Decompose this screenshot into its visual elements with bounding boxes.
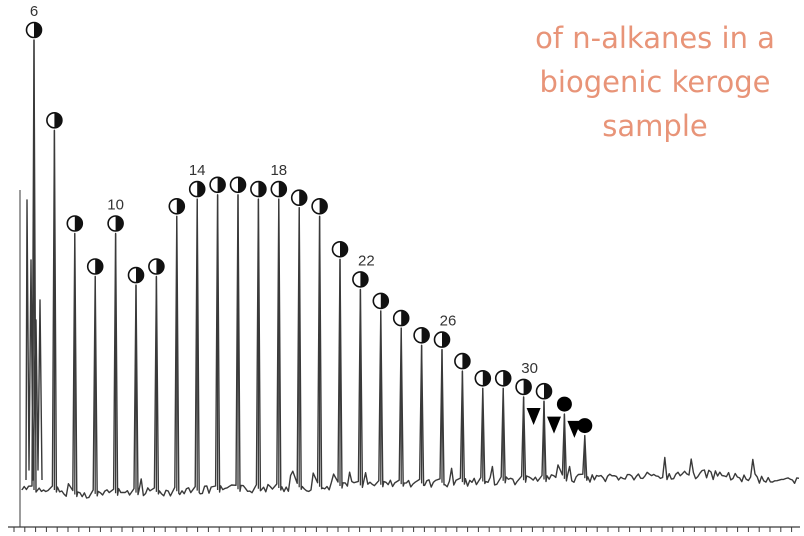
marker-triangle-c30 <box>526 408 541 425</box>
marker-half-c25 <box>413 326 430 344</box>
marker-half-c14 <box>188 180 206 198</box>
marker-full-c33 <box>577 418 593 434</box>
marker-half-c26 <box>433 331 451 348</box>
chart-title-line-3: sample <box>602 109 707 143</box>
marker-half-c7 <box>46 112 63 129</box>
marker-half-c23 <box>372 292 390 310</box>
marker-half-c21 <box>331 241 349 258</box>
carbon-label-22: 22 <box>358 252 375 269</box>
marker-triangle-c32 <box>567 420 582 438</box>
marker-half-c24 <box>392 309 410 327</box>
marker-half-c19 <box>290 189 308 206</box>
marker-half-c10 <box>107 215 124 232</box>
marker-half-c22 <box>352 271 369 288</box>
marker-half-c8 <box>66 215 84 232</box>
marker-half-c11 <box>127 266 145 284</box>
marker-half-c16 <box>229 176 247 194</box>
marker-half-c31 <box>535 382 553 400</box>
carbon-label-18: 18 <box>270 162 287 179</box>
carbon-label-6: 6 <box>30 3 38 20</box>
carbon-label-26: 26 <box>440 313 457 330</box>
marker-half-c9 <box>86 258 104 275</box>
marker-group <box>25 21 593 438</box>
marker-half-c27 <box>454 352 471 370</box>
carbon-label-30: 30 <box>521 360 538 377</box>
marker-half-c20 <box>311 198 328 215</box>
chart-title-line-1: of n-alkanes in a <box>535 21 775 55</box>
chart-title-line-2: biogenic keroge <box>540 65 771 99</box>
marker-triangle-c31 <box>547 416 561 434</box>
marker-full-c32 <box>556 396 572 412</box>
marker-half-c13 <box>168 198 186 215</box>
chromatogram-trace <box>21 39 800 499</box>
carbon-label-10: 10 <box>107 197 124 214</box>
carbon-number-labels: 6 10 14 18 22 26 30 <box>30 3 538 377</box>
marker-half-c18 <box>270 180 288 198</box>
marker-half-c17 <box>250 180 267 198</box>
marker-half-c12 <box>148 258 165 275</box>
marker-half-c15 <box>209 176 226 194</box>
x-axis <box>8 190 800 532</box>
carbon-label-14: 14 <box>189 162 206 179</box>
marker-half-c30 <box>515 378 532 396</box>
marker-half-c28 <box>474 369 492 387</box>
marker-half-c6 <box>25 21 43 39</box>
marker-half-c29 <box>494 369 512 387</box>
